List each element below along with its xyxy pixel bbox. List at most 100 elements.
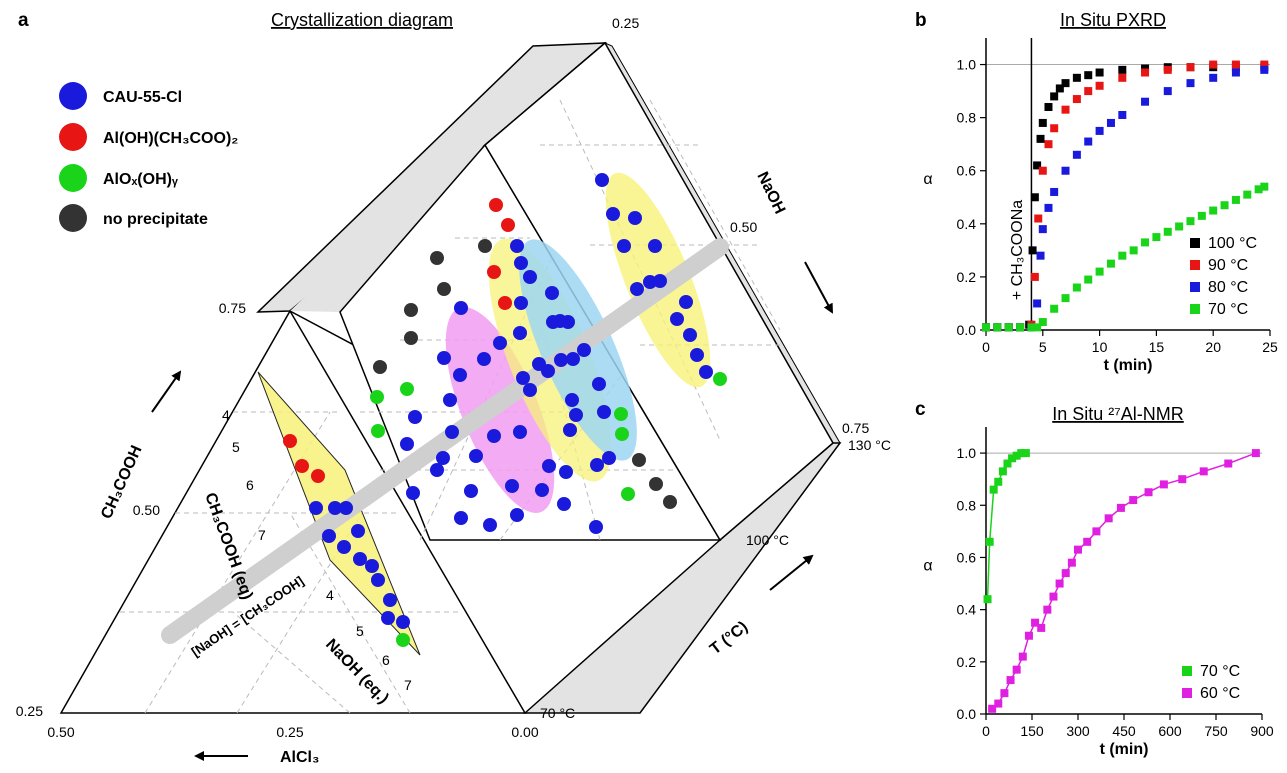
phase-point [649,477,663,491]
data-point [1186,79,1195,88]
right-tick-0: 0.25 [612,15,639,31]
phase-point [477,352,491,366]
phase-point [569,408,583,422]
data-point [985,537,994,546]
data-point [1209,206,1218,215]
temp-axis-title: T (°C) [707,618,751,658]
data-point [1197,211,1206,220]
phase-point [489,198,503,212]
data-point [1163,65,1172,74]
phase-point [513,425,527,439]
y-tick-label: 0.0 [957,706,977,722]
phase-point [557,497,571,511]
phase-point [514,256,528,270]
data-point [1118,73,1127,82]
data-point [1141,97,1150,106]
x-tick-label: 750 [1204,723,1228,739]
data-point [1129,496,1138,505]
panel-c-label: c [915,399,926,420]
data-point [1106,118,1115,127]
data-point [1044,103,1053,112]
legend-label-2: AlOₓ(OH)ᵧ [103,171,178,188]
data-point [1037,623,1046,632]
naoh-eq-tick-2: 6 [382,652,390,668]
phase-point [328,501,342,515]
phase-point [487,265,501,279]
phase-point [400,382,414,396]
data-point [994,477,1003,486]
y-tick-label: 0.4 [957,602,977,618]
phase-point [498,296,512,310]
data-point [1036,134,1045,143]
phase-point [396,633,410,647]
acetic-eq-tick-1: 5 [232,439,240,455]
phase-point [563,423,577,437]
data-point [1260,65,1269,74]
temp-tick-70: 70 °C [540,705,575,721]
legend-marker [1190,304,1200,314]
phase-point [371,424,385,438]
data-point [1038,318,1047,327]
legend-marker [1190,238,1200,248]
data-point [1118,251,1127,260]
data-point [1072,150,1081,159]
data-point [1186,217,1195,226]
phase-point [514,296,528,310]
phase-point [381,611,395,625]
x-tick-label: 20 [1205,339,1221,355]
phase-point [365,559,379,573]
x-tick-label: 10 [1092,339,1108,355]
data-point [1209,73,1218,82]
y-tick-label: 0.8 [957,497,977,513]
data-point [1012,451,1021,460]
left-tick-2: 0.25 [16,703,43,719]
x-tick-label: 0 [982,723,990,739]
data-point [1061,294,1070,303]
data-point [1049,592,1058,601]
data-point [1006,676,1015,685]
legend-label: 100 °C [1208,235,1257,252]
y-tick-label: 0.8 [957,110,977,126]
data-point [1175,222,1184,231]
bottom-tick-2: 0.00 [511,724,538,740]
data-point [1000,689,1009,698]
data-point [982,323,990,332]
phase-point [487,429,501,443]
phase-point [663,495,677,509]
phase-point [339,501,353,515]
data-point [1030,272,1039,281]
x-tick-label: 5 [1039,339,1047,355]
right-tick-2: 0.75 [842,420,869,436]
phase-point [478,239,492,253]
phase-point [628,211,642,225]
data-point [1083,537,1092,546]
data-point [1251,449,1260,458]
acetic-eq-tick-3: 7 [258,527,266,543]
data-point [1018,652,1027,661]
x-tick-label: 15 [1149,339,1165,355]
phase-point [501,218,515,232]
data-point [1072,283,1081,292]
data-point [1231,68,1240,77]
x-tick-label: 25 [1262,339,1278,355]
phase-point [404,303,418,317]
x-tick-label: 900 [1250,723,1274,739]
phase-point [295,459,309,473]
data-point [1178,475,1187,484]
legend-label: 80 °C [1208,279,1248,296]
data-point [1260,182,1269,191]
data-point [1084,87,1093,96]
data-point [1031,618,1040,627]
phase-point [437,282,451,296]
legend-label: 90 °C [1208,257,1248,274]
data-point [1084,137,1093,146]
phase-point [535,483,549,497]
phase-point [513,326,527,340]
data-point [1061,79,1070,88]
data-point [1260,60,1269,69]
phase-point [370,390,384,404]
phase-point [353,552,367,566]
data-point [1036,251,1045,260]
prism-bottom-face [523,442,842,714]
acetic-eq-tick-2: 6 [246,477,254,493]
